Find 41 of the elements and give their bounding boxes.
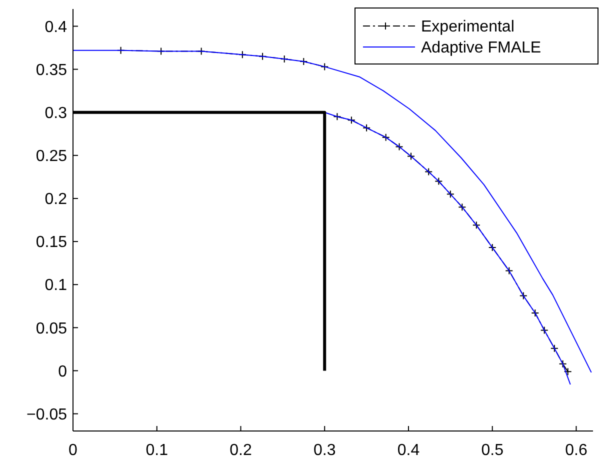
y-tick-label: 0.3: [44, 104, 68, 122]
point: [395, 142, 404, 151]
point: [407, 152, 415, 160]
y-tick-label: 0.35: [36, 62, 68, 79]
y-tick-label: −0.05: [26, 406, 68, 424]
point: [550, 344, 558, 352]
point: [540, 326, 548, 334]
point: [488, 244, 496, 252]
legend-label: Adaptive FMALE: [421, 40, 542, 57]
point: [519, 292, 528, 300]
point: [333, 112, 342, 121]
y-tick-label: 0.2: [44, 191, 68, 208]
y-tick-label: 0.25: [36, 148, 68, 166]
y-tick-label: 0.4: [44, 18, 68, 36]
x-tick-label: 0.1: [146, 442, 168, 459]
point: [434, 177, 443, 186]
x-tick-label: 0.2: [230, 442, 252, 459]
x-tick-label: 0.5: [481, 442, 504, 459]
y-tick-label: 0.05: [36, 320, 68, 338]
point: [446, 190, 454, 198]
legend-label: Experimental: [421, 18, 514, 36]
point: [558, 360, 567, 368]
x-tick-label: 0.6: [565, 442, 588, 459]
point: [362, 124, 371, 132]
point: [505, 266, 514, 275]
point: [320, 62, 329, 71]
point: [300, 58, 308, 66]
point: [531, 309, 540, 318]
x-tick-label: 0.4: [397, 442, 420, 459]
y-tick-label: 0.15: [36, 234, 68, 252]
y-tick-label: 0.1: [44, 277, 68, 294]
x-tick-label: 0.3: [313, 442, 336, 459]
point: [280, 54, 288, 63]
point: [382, 133, 390, 142]
point: [424, 168, 433, 176]
x-tick-label: 0: [68, 442, 78, 459]
point: [564, 368, 572, 376]
point: [458, 203, 466, 212]
point: [472, 221, 480, 230]
point: [347, 116, 356, 124]
y-tick-label: 0: [58, 363, 68, 380]
